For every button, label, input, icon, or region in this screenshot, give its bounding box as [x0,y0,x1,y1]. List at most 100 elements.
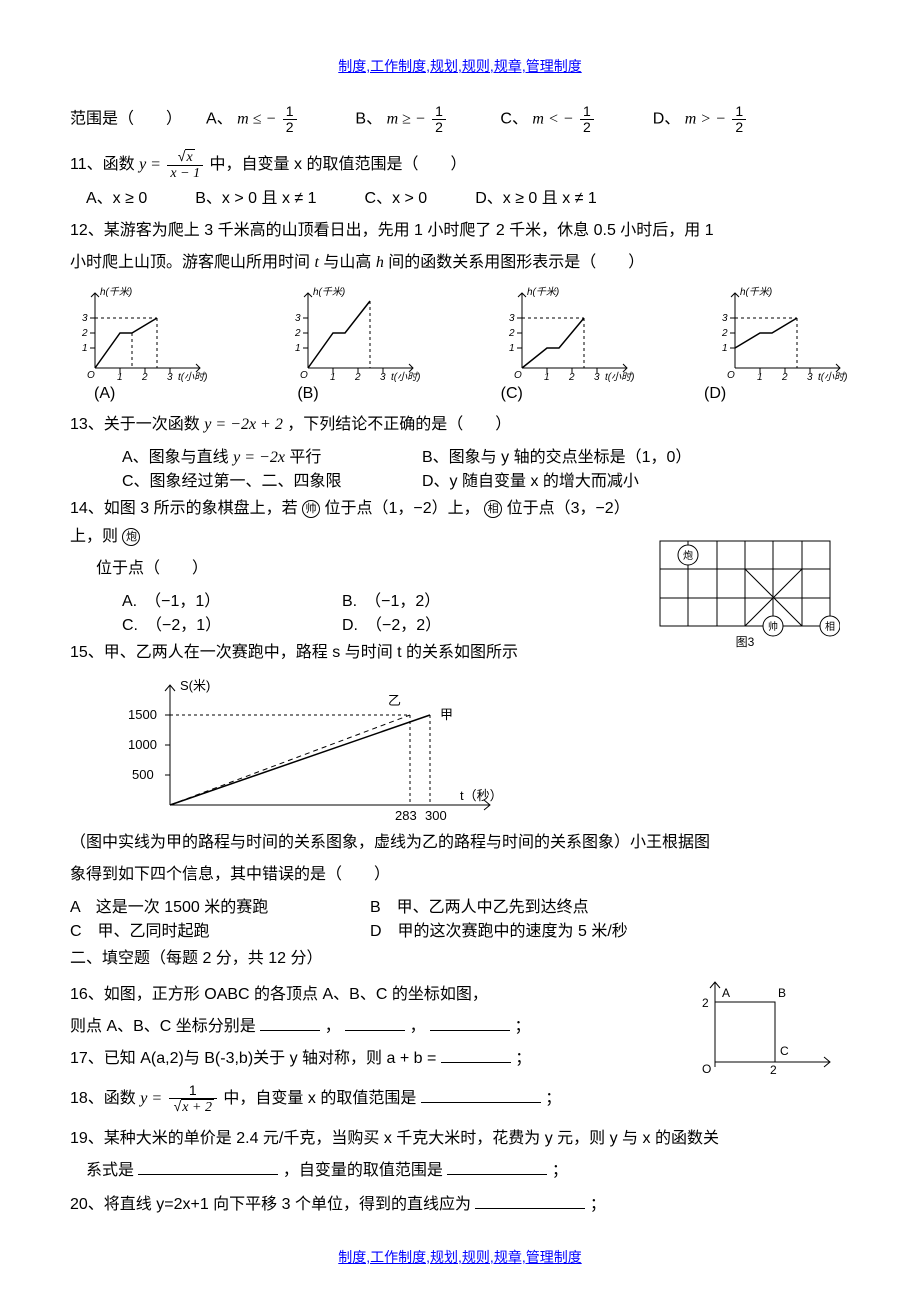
q14-line1: 14、如图 3 所示的象棋盘上，若 帅 位于点（1，−2）上， 相 位于点（3，… [70,495,650,551]
q12-line1: 12、某游客为爬上 3 千米高的山顶看日出，先用 1 小时爬了 2 千米，休息 … [70,217,850,245]
q13-row1: A、图象与直线 y = −2x 平行 B、图象与 y 轴的交点坐标是（1，0） [70,443,850,467]
svg-text:2: 2 [508,328,515,339]
svg-text:h(千米): h(千米) [740,286,772,298]
svg-text:3: 3 [167,372,173,383]
q10-c-expr: m < − [532,111,573,128]
q14-opts1: A. （−1，1） B. （−1，2） [70,587,650,611]
svg-text:1: 1 [330,372,336,383]
q10-c-lbl: C、 [452,111,528,128]
svg-text:2: 2 [702,996,709,1010]
q10-d-expr: m > − [685,111,726,128]
svg-text:2: 2 [294,328,301,339]
svg-text:1: 1 [295,343,301,354]
q10-a-frac: 1 2 [283,104,297,135]
svg-text:3: 3 [594,372,600,383]
svg-text:炮: 炮 [683,549,693,562]
svg-text:1500: 1500 [128,707,157,722]
q20-line: 20、将直线 y=2x+1 向下平移 3 个单位，得到的直线应为 ； [70,1191,850,1219]
svg-text:3: 3 [380,372,386,383]
q10-line: 范围是（ ） A、 m ≤ − 1 2 B、 m ≥ − 1 2 C、 m < … [70,104,850,135]
svg-text:2: 2 [781,372,788,383]
svg-text:1: 1 [722,343,728,354]
q13-line1: 13、关于一次函数 y = −2x + 2 ，下列结论不正确的是（ ） [70,411,850,439]
q15-line1: 15、甲、乙两人在一次赛跑中，路程 s 与时间 t 的关系如图所示 [70,639,650,667]
svg-text:1: 1 [757,372,763,383]
q19-line2: 系式是 ，自变量的取值范围是 ； [70,1157,850,1185]
blank [430,1014,510,1031]
q13-row2: C、图象经过第一、二、四象限 D、y 随自变量 x 的增大而减小 [70,467,850,491]
q10-d-lbl: D、 [600,111,680,128]
svg-text:3: 3 [807,372,813,383]
svg-text:283: 283 [395,808,417,823]
q18-frac: 1 x + 2 [169,1083,217,1115]
svg-text:1: 1 [544,372,550,383]
q16-figure: A B C O 2 2 [690,977,840,1077]
svg-text:S(米): S(米) [180,678,210,693]
svg-text:1: 1 [82,343,88,354]
q19-line1: 19、某种大米的单价是 2.4 元/千克，当购买 x 千克大米时，花费为 y 元… [70,1125,850,1153]
blank [345,1014,405,1031]
svg-text:h(千米): h(千米) [100,286,132,298]
svg-text:相: 相 [825,620,835,633]
q15-graph: S(米) t（秒） 500 1000 1500 283 300 乙 甲 [110,675,510,825]
footer-link[interactable]: 制度,工作制度,规划,规则,规章,管理制度 [70,1247,850,1267]
q16-line1: 16、如图，正方形 OABC 的各顶点 A、B、C 的坐标如图， [70,981,690,1009]
svg-text:帅: 帅 [768,620,778,633]
chess-piece-icon: 相 [484,500,502,518]
chess-piece-icon: 帅 [302,500,320,518]
q12-graphs: h(千米) t(小时) 1 2 3 1 2 3 O h(千米) [70,283,850,383]
svg-text:1000: 1000 [128,737,157,752]
svg-text:2: 2 [770,1063,777,1077]
q10-b-expr: m ≥ − [387,111,426,128]
section2-heading: 二、填空题（每题 2 分，共 12 分） [70,945,850,973]
q17-line: 17、已知 A(a,2)与 B(-3,b)关于 y 轴对称，则 a + b = … [70,1045,690,1073]
svg-text:3: 3 [509,313,515,324]
svg-text:1: 1 [117,372,123,383]
q10-prefix: 范围是（ ） A、 [70,111,233,128]
q13-expr: y = −2x + 2 [204,416,283,433]
svg-text:300: 300 [425,808,447,823]
svg-text:2: 2 [81,328,88,339]
svg-text:3: 3 [722,313,728,324]
svg-text:2: 2 [721,328,728,339]
svg-text:t(小时): t(小时) [605,371,634,383]
q15-line3: 象得到如下四个信息，其中错误的是（ ） [70,861,850,889]
svg-text:O: O [727,370,735,381]
svg-text:h(千米): h(千米) [313,286,345,298]
blank [260,1014,320,1031]
svg-text:A: A [722,986,730,1000]
svg-text:3: 3 [82,313,88,324]
q10-b-lbl: B、 [303,111,382,128]
svg-text:500: 500 [132,767,154,782]
svg-text:1: 1 [509,343,515,354]
blank [475,1192,585,1209]
svg-text:乙: 乙 [388,693,401,708]
blank [138,1158,278,1175]
svg-text:t(小时): t(小时) [818,371,847,383]
svg-text:2: 2 [141,372,148,383]
svg-text:图3: 图3 [736,635,755,649]
q15-opts2: C 甲、乙同时起跑 D 甲的这次赛跑中的速度为 5 米/秒 [70,917,850,941]
q12-labels: (A) (B) (C) (D) [70,385,850,403]
blank [441,1046,511,1063]
svg-text:2: 2 [354,372,361,383]
q10-a-expr: m ≤ − [237,111,276,128]
svg-text:O: O [702,1062,711,1076]
q15-opts1: A 这是一次 1500 米的赛跑 B 甲、乙两人中乙先到达终点 [70,893,850,917]
svg-text:t(小时): t(小时) [391,371,420,383]
svg-text:O: O [514,370,522,381]
header-link[interactable]: 制度,工作制度,规划,规则,规章,管理制度 [70,56,850,76]
svg-text:3: 3 [295,313,301,324]
q15-line2: （图中实线为甲的路程与时间的关系图象，虚线为乙的路程与时间的关系图象）小王根据图 [70,829,850,857]
q12-graph-b: h(千米) t(小时) 1 2 3 1 2 3 O [283,283,423,383]
svg-text:B: B [778,986,786,1000]
svg-text:t(小时): t(小时) [178,371,207,383]
q11-line1: 11、函数 y = x x − 1 中，自变量 x 的取值范围是（ ） [70,149,850,181]
q12-line2: 小时爬上山顶。游客爬山所用时间 t 与山高 h 间的函数关系用图形表示是（ ） [70,249,850,277]
blank [421,1086,541,1103]
q12-graph-a: h(千米) t(小时) 1 2 3 1 2 3 O [70,283,210,383]
q14-line2: 位于点（ ） [70,555,650,583]
q18-line: 18、函数 y = 1 x + 2 中，自变量 x 的取值范围是 ； [70,1083,850,1115]
q10-c-frac: 1 2 [580,104,594,135]
blank [447,1158,547,1175]
